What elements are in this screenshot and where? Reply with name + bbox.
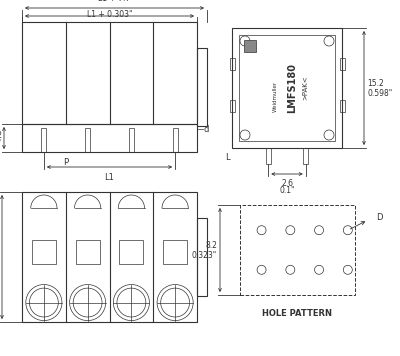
Bar [22, 124, 197, 152]
Bar [32, 240, 56, 264]
Bar [163, 240, 187, 264]
Bar [22, 192, 197, 322]
Bar [303, 148, 308, 164]
Bar [240, 205, 355, 295]
Bar [22, 22, 197, 124]
Text: D: D [376, 213, 382, 221]
Text: 3.2: 3.2 [0, 131, 2, 140]
Text: P: P [63, 158, 68, 167]
Bar [340, 58, 344, 70]
Bar [119, 240, 144, 264]
Text: HOLE PATTERN: HOLE PATTERN [262, 309, 332, 318]
Bar [85, 128, 90, 152]
Text: 0.598": 0.598" [367, 89, 392, 98]
Text: Weidmuller: Weidmuller [272, 80, 278, 111]
Text: 8.2: 8.2 [205, 241, 217, 250]
Bar [340, 100, 344, 112]
Text: 2.6: 2.6 [281, 179, 293, 188]
Bar [76, 240, 100, 264]
Text: d: d [204, 125, 209, 134]
Text: L1 + 7.7: L1 + 7.7 [98, 0, 131, 3]
Bar [239, 35, 335, 141]
Bar [232, 28, 342, 148]
Text: >PAK<: >PAK< [302, 76, 308, 100]
Text: 0.1": 0.1" [279, 186, 295, 195]
Text: LMFS180: LMFS180 [287, 63, 297, 113]
Text: L: L [225, 153, 229, 162]
Text: L1 + 0.303": L1 + 0.303" [87, 10, 132, 19]
Text: L1: L1 [104, 173, 114, 182]
Text: 0.126": 0.126" [0, 138, 2, 147]
Bar [230, 100, 234, 112]
Bar [173, 128, 178, 152]
Bar [129, 128, 134, 152]
Bar [197, 48, 207, 126]
Bar [230, 58, 234, 70]
Text: 0.323": 0.323" [192, 251, 217, 260]
Text: 15.2: 15.2 [367, 79, 384, 89]
Bar [197, 218, 207, 296]
Bar [244, 40, 256, 52]
Bar [41, 128, 46, 152]
Bar [266, 148, 271, 164]
